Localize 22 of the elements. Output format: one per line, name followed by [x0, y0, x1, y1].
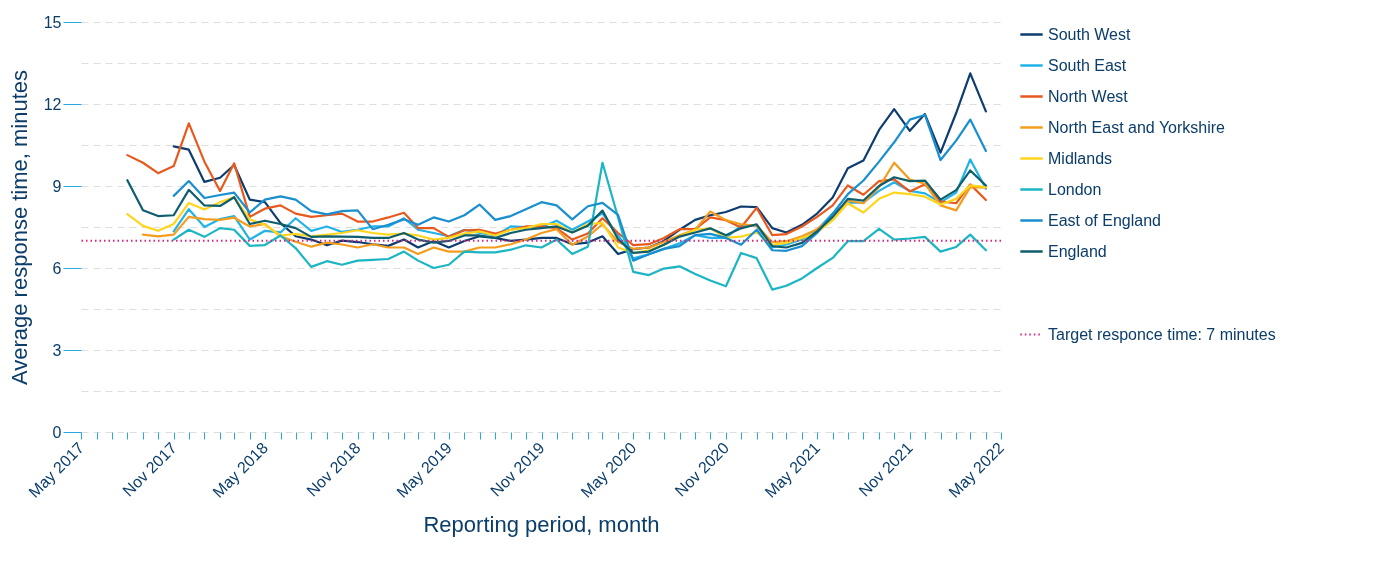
y-tick-label: 15 [43, 13, 62, 31]
legend-label: London [1048, 180, 1102, 198]
line-series [126, 184, 987, 255]
legend-label: Target responce time: 7 minutes [1048, 325, 1276, 343]
legend-label: North West [1048, 87, 1129, 105]
legend-label: Midlands [1048, 149, 1113, 167]
y-tick-label: 12 [43, 95, 62, 113]
legend-label: North East and Yorkshire [1048, 118, 1226, 136]
line-series [172, 161, 987, 291]
legend-label: South West [1048, 25, 1131, 43]
y-tick-label: 9 [52, 177, 62, 195]
legend-label: South East [1048, 56, 1127, 74]
y-tick-label: 6 [52, 259, 62, 277]
line-series [172, 72, 987, 256]
y-tick-label: 0 [52, 423, 62, 441]
line-series [172, 113, 987, 262]
legend-label: East of England [1048, 211, 1161, 229]
x-axis-title: Reporting period, month [423, 511, 660, 537]
line-series [126, 122, 987, 247]
y-axis-title: Average response time, minutes [6, 69, 32, 386]
y-tick-label: 3 [52, 341, 62, 359]
legend-label: England [1048, 242, 1107, 260]
